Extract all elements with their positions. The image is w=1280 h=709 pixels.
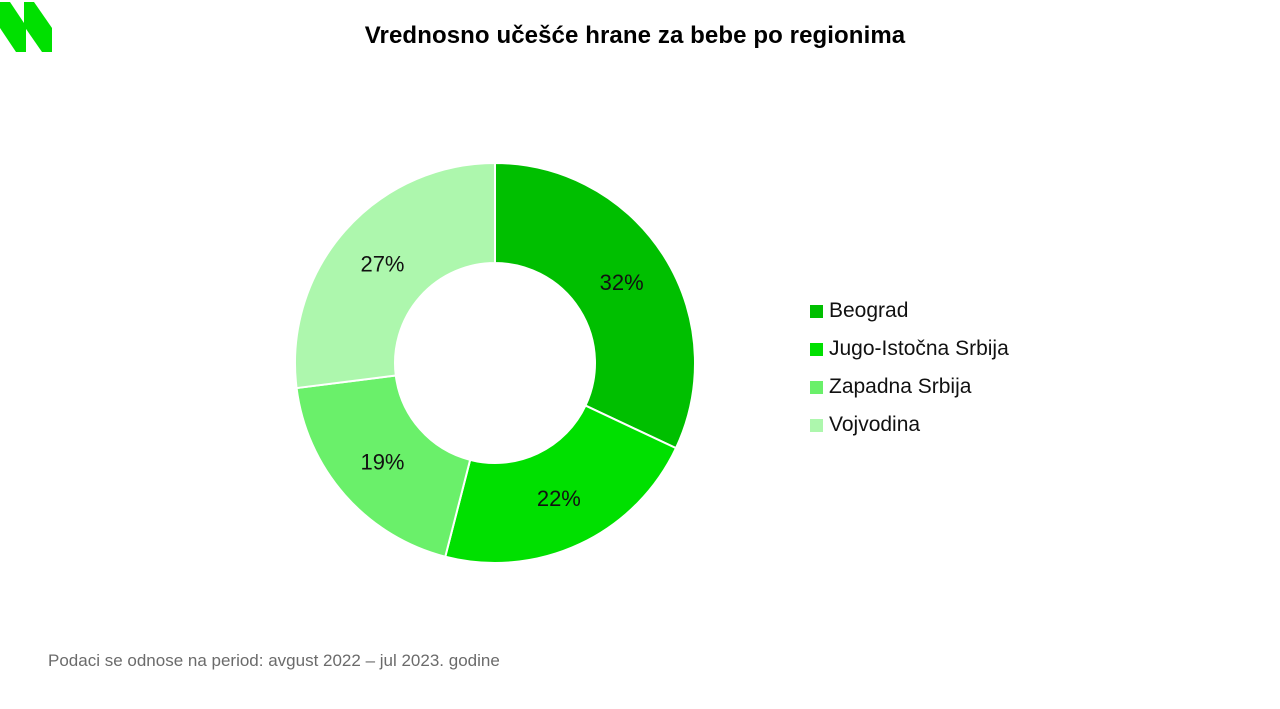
legend-label: Zapadna Srbija: [829, 375, 972, 398]
donut-slice-3: [295, 374, 472, 558]
brand-logo-icon: [0, 2, 52, 52]
legend-item: Vojvodina: [810, 406, 1009, 444]
slice-label-4: 27%: [360, 251, 404, 276]
slice-label-2: 22%: [537, 486, 581, 511]
legend-item: Jugo-Istočna Srbija: [810, 330, 1009, 368]
legend-swatch: [810, 380, 823, 394]
donut-slice-4: [294, 161, 496, 390]
legend-item: Beograd: [810, 292, 1009, 330]
slice-label-3: 19%: [360, 450, 404, 475]
legend-label: Vojvodina: [829, 413, 921, 436]
slice-labels: 32% 22% 19% 27%: [360, 251, 643, 511]
chart-legend: Beograd Jugo-Istočna Srbija Zapadna Srbija…: [810, 292, 1009, 444]
chart-title: Vrednosno učešće hrane za bebe po region…: [364, 22, 906, 49]
legend-swatch: [810, 418, 823, 432]
legend-swatch: [810, 342, 823, 356]
slice-label-1: 32%: [600, 270, 644, 295]
donut-slice-2: [444, 404, 678, 564]
legend-swatch: [810, 304, 823, 318]
donut-slice-1: [494, 161, 696, 450]
donut-slices: [294, 161, 696, 564]
legend-item: Zapadna Srbija: [810, 368, 1009, 406]
legend-label: Jugo-Istočna Srbija: [829, 337, 1009, 360]
legend-label: Beograd: [829, 299, 909, 322]
footnote: Podaci se odnose na period: avgust 2022 …: [48, 651, 500, 670]
